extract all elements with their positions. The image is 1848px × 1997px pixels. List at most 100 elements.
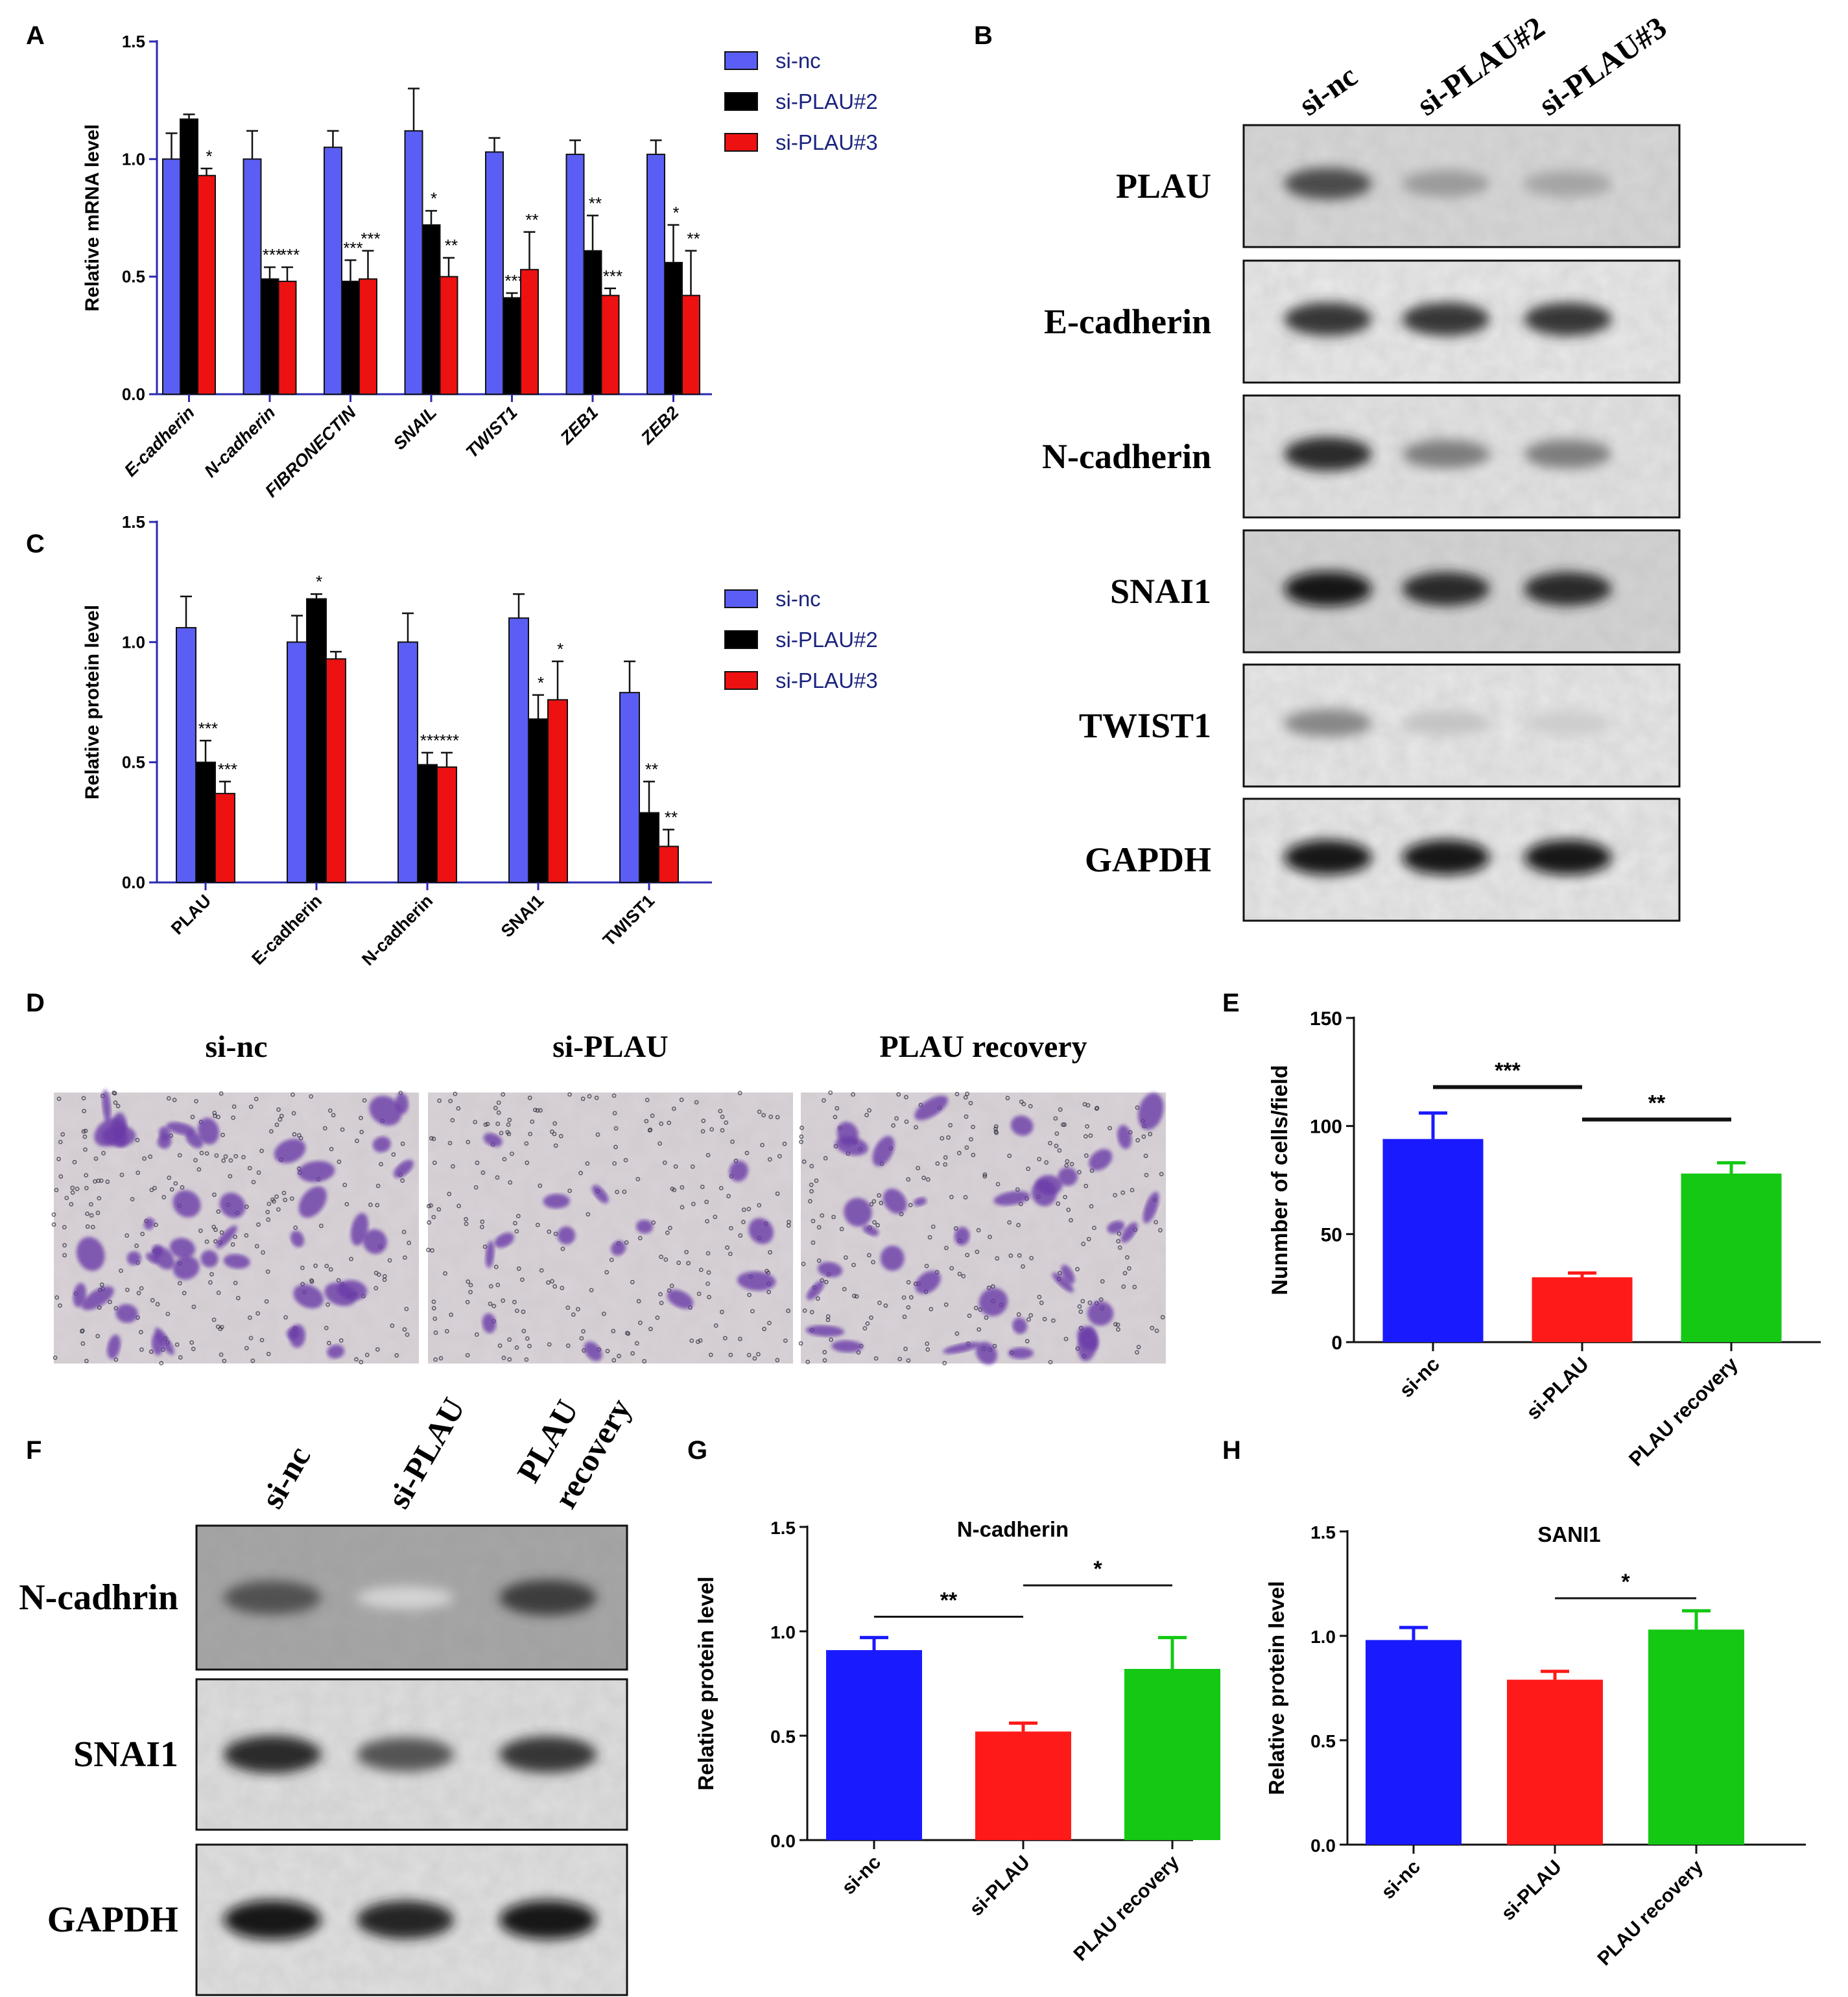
membrane-pore: [148, 1349, 154, 1354]
bar: [547, 699, 568, 883]
bar: [1366, 1640, 1462, 1845]
membrane-pore: [903, 1347, 908, 1351]
membrane-pore: [405, 1332, 410, 1337]
membrane-pore: [450, 1118, 455, 1123]
membrane-pore: [651, 1220, 656, 1225]
membrane-pore: [1113, 1192, 1117, 1198]
membrane-pore: [213, 1113, 217, 1118]
membrane-pore: [916, 1166, 921, 1170]
membrane-pore: [344, 1201, 349, 1207]
membrane-pore: [705, 1153, 711, 1158]
membrane-pore: [496, 1100, 501, 1105]
membrane-pore: [1136, 1345, 1141, 1349]
membrane-pore: [1039, 1300, 1044, 1305]
membrane-pore: [101, 1151, 106, 1155]
membrane-pore: [811, 1240, 816, 1245]
membrane-pore: [142, 1156, 147, 1161]
stained-cell: [169, 1238, 196, 1258]
membrane-pore: [283, 1198, 288, 1203]
membrane-pore: [90, 1225, 95, 1229]
membrane-pore: [943, 1162, 948, 1167]
x-tick-label: TWIST1: [599, 891, 658, 950]
membrane-pore: [136, 1170, 141, 1176]
bar: [646, 154, 665, 396]
membrane-pore: [512, 1299, 517, 1305]
membrane-pore: [375, 1347, 380, 1352]
stained-cell: [172, 1190, 201, 1218]
membrane-pore: [222, 1358, 227, 1364]
stained-cell: [152, 1332, 163, 1356]
membrane-pore: [233, 1235, 238, 1240]
membrane-pore: [730, 1139, 735, 1144]
membrane-pore: [828, 1090, 833, 1095]
membrane-pore: [873, 1356, 879, 1361]
stained-cell: [1052, 1272, 1074, 1293]
membrane-pore: [404, 1306, 409, 1312]
membrane-pore: [877, 1193, 882, 1198]
membrane-pore: [450, 1164, 455, 1169]
membrane-pore: [595, 1132, 600, 1137]
membrane-pore: [1007, 1220, 1012, 1225]
membrane-pore: [166, 1096, 171, 1101]
membrane-pore: [538, 1108, 543, 1113]
membrane-pore: [447, 1192, 452, 1196]
membrane-pore: [630, 1280, 635, 1284]
membrane-pore: [670, 1187, 675, 1191]
membrane-pore: [375, 1203, 380, 1208]
membrane-pore: [968, 1100, 973, 1105]
x-tick-label: PLAU: [167, 891, 215, 938]
membrane-pore: [247, 1166, 252, 1171]
membrane-pore: [601, 1311, 606, 1316]
membrane-pore: [581, 1329, 586, 1334]
membrane-pore: [56, 1096, 62, 1102]
significance-label: ***: [198, 718, 218, 738]
membrane-pore: [609, 1257, 614, 1262]
membrane-pore: [1017, 1253, 1022, 1258]
membrane-pore: [213, 1239, 218, 1244]
membrane-pore: [975, 1249, 980, 1255]
bar: [619, 692, 640, 883]
membrane-pore: [298, 1136, 303, 1140]
significance-label: **: [665, 807, 678, 827]
membrane-pore: [798, 1341, 803, 1346]
membrane-pore: [589, 1288, 594, 1293]
membrane-pore: [93, 1179, 97, 1184]
stained-cell: [729, 1161, 748, 1182]
membrane-pore: [921, 1176, 927, 1181]
membrane-pore: [84, 1358, 89, 1364]
membrane-pore: [604, 1270, 610, 1275]
x-tick-label: PLAU recovery: [1594, 1856, 1708, 1970]
membrane-pore: [1081, 1242, 1086, 1246]
membrane-pore: [139, 1286, 144, 1291]
membrane-pore: [737, 1091, 742, 1096]
membrane-pore: [897, 1356, 903, 1362]
legend-label: si-nc: [776, 49, 821, 73]
membrane-pore: [757, 1109, 762, 1115]
stained-cell: [157, 1134, 172, 1149]
membrane-pore: [1063, 1194, 1068, 1199]
membrane-pore: [1044, 1160, 1049, 1165]
membrane-pore: [728, 1251, 733, 1257]
membrane-pore: [777, 1153, 782, 1159]
stained-cell: [324, 1282, 357, 1306]
membrane-pore: [807, 1199, 812, 1204]
membrane-pore: [580, 1096, 586, 1102]
chart-title: SANI1: [1537, 1522, 1600, 1546]
membrane-pore: [942, 1360, 947, 1365]
membrane-pore: [705, 1219, 709, 1223]
membrane-pore: [464, 1222, 469, 1226]
membrane-pore: [636, 1299, 641, 1304]
membrane-pore: [113, 1357, 119, 1362]
membrane-pore: [464, 1216, 469, 1222]
membrane-pore: [1135, 1350, 1139, 1355]
x-tick-label: SNAI1: [497, 891, 547, 941]
stained-cell: [557, 1226, 576, 1245]
membrane-pore: [259, 1338, 265, 1343]
legend-swatch: [724, 630, 758, 649]
membrane-pore: [1061, 1122, 1065, 1128]
x-tick-label: TWIST1: [462, 403, 521, 462]
membrane-pore: [1029, 1255, 1034, 1260]
row-label: N-cadhrin: [19, 1578, 178, 1618]
membrane-pore: [105, 1179, 110, 1184]
bar: [436, 766, 457, 883]
